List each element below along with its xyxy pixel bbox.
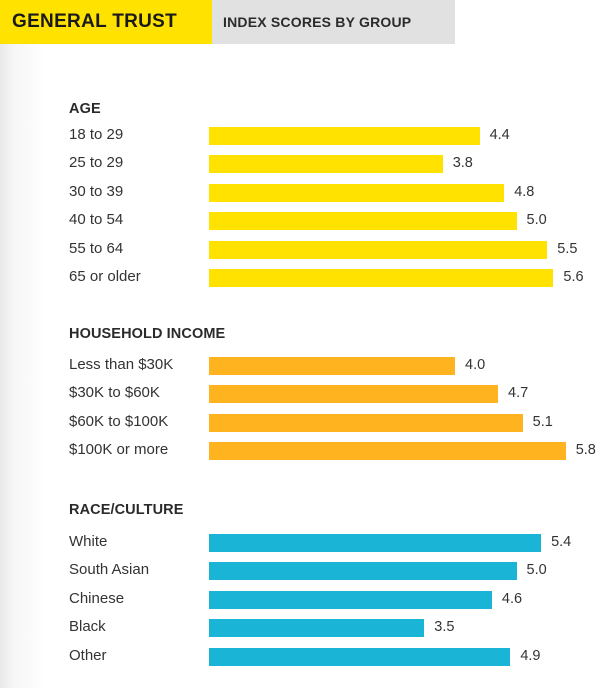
bar [209, 357, 455, 375]
value-label: 5.0 [526, 212, 547, 229]
bar [209, 155, 443, 174]
category-label: 18 to 29 [69, 126, 124, 143]
category-label: White [69, 533, 108, 550]
category-label: 40 to 54 [69, 211, 124, 229]
category-label: Other [69, 646, 107, 664]
bar [209, 647, 511, 666]
category-label: $100K or more [69, 441, 169, 459]
section-title-race-culture: RACE/CULTURE [69, 502, 184, 518]
category-label: Chinese [69, 589, 125, 607]
value-label: 3.5 [434, 619, 455, 636]
value-label: 4.8 [514, 183, 535, 200]
value-label: 4.7 [508, 385, 529, 402]
bar [209, 127, 480, 145]
section-title-household-income: HOUSEHOLD INCOME [69, 326, 226, 342]
chart-subtitle: INDEX SCORES BY GROUP [212, 0, 455, 44]
section-title-age: AGE [69, 101, 101, 117]
bar [209, 269, 554, 287]
category-label: Black [69, 618, 106, 636]
value-label: 5.1 [532, 413, 553, 430]
bar [209, 562, 517, 581]
bar [209, 183, 505, 202]
bar [209, 240, 548, 259]
bar [209, 212, 517, 231]
category-label: Less than $30K [69, 356, 174, 373]
value-label: 4.0 [465, 357, 486, 373]
category-label: 25 to 29 [69, 154, 124, 172]
category-label: $60K to $100K [69, 412, 169, 430]
bar [209, 590, 492, 609]
category-label: South Asian [69, 561, 150, 579]
value-label: 5.0 [526, 562, 547, 579]
category-label: 65 or older [69, 268, 141, 285]
category-label: 55 to 64 [69, 239, 124, 257]
value-label: 4.9 [520, 647, 541, 664]
value-label: 5.8 [575, 442, 596, 459]
value-label: 4.6 [501, 590, 523, 607]
chart-title: GENERAL TRUST [0, 0, 212, 44]
value-label: 5.6 [563, 269, 584, 285]
category-label: $30K to $60K [69, 384, 160, 402]
category-label: 30 to 39 [69, 182, 124, 200]
bar [209, 413, 523, 432]
bar [209, 385, 499, 404]
value-label: 4.4 [489, 127, 510, 143]
value-label: 5.5 [557, 240, 578, 257]
bar [209, 619, 425, 638]
bar [209, 442, 566, 461]
value-label: 3.8 [452, 155, 473, 172]
value-label: 5.4 [551, 534, 572, 550]
bar [209, 534, 542, 552]
